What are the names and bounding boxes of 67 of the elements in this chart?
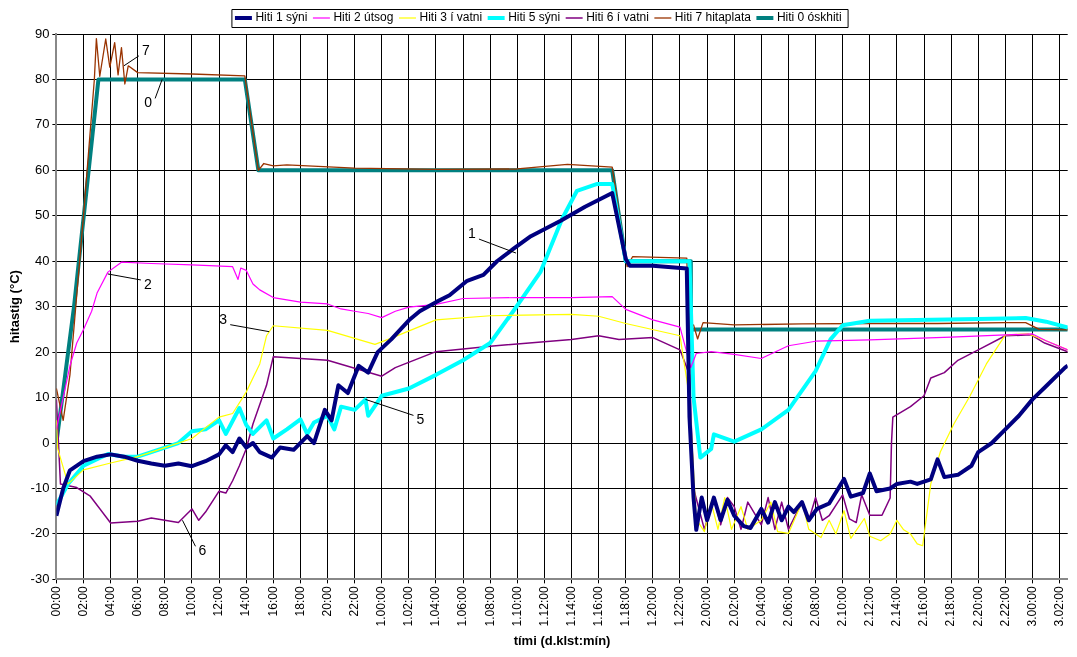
x-tick-label: 1.06:00: [455, 586, 470, 627]
annotation: 6: [198, 542, 207, 559]
annotation: 2: [144, 275, 153, 292]
x-tick-label: 08:00: [157, 586, 172, 617]
x-tick-label: 1.18:00: [618, 586, 633, 627]
x-tick-label: 2.00:00: [699, 586, 714, 627]
y-axis-title: hitastig (°C): [7, 270, 23, 344]
y-tick-label: 80: [34, 71, 50, 87]
x-tick-label: 2.02:00: [726, 586, 741, 627]
annotation: 3: [219, 310, 228, 327]
y-tick-label: 90: [34, 25, 50, 41]
annotation: 7: [142, 41, 150, 58]
y-tick-label: -30: [30, 570, 50, 586]
x-tick-label: 22:00: [346, 586, 361, 617]
x-tick-label: 02:00: [75, 586, 90, 617]
x-tick-label: 20:00: [319, 586, 334, 617]
x-tick-label: 1.12:00: [536, 586, 551, 627]
x-tick-label: 18:00: [292, 586, 307, 617]
x-tick-label: 2.16:00: [916, 586, 931, 627]
x-tick-label: 1.14:00: [563, 586, 578, 627]
legend-label: Hiti 1 sýni: [255, 10, 308, 25]
x-tick-label: 06:00: [130, 586, 145, 617]
x-tick-label: 2.22:00: [997, 586, 1012, 627]
x-tick-label: 1.00:00: [374, 586, 389, 627]
legend-label: Hiti 7 hitaplata: [674, 10, 752, 25]
y-tick-label: 60: [34, 161, 50, 177]
y-tick-label: 50: [34, 207, 50, 223]
x-tick-label: 14:00: [238, 586, 253, 617]
x-tick-label: 3.02:00: [1051, 586, 1066, 627]
x-tick-label: 1.20:00: [645, 586, 660, 627]
y-tick-label: 10: [34, 389, 50, 405]
x-tick-label: 1.04:00: [428, 586, 443, 627]
y-tick-label: 30: [34, 298, 50, 314]
x-tick-label: 1.02:00: [401, 586, 416, 627]
x-tick-label: 1.08:00: [482, 586, 497, 627]
legend-label: Hiti 6 í vatni: [586, 10, 649, 25]
x-tick-label: 10:00: [184, 586, 199, 617]
x-tick-label: 04:00: [102, 586, 117, 617]
y-tick-label: 40: [34, 252, 50, 268]
legend-label: Hiti 0 óskhiti: [776, 10, 842, 25]
x-tick-label: 00:00: [48, 586, 63, 617]
x-tick-label: 2.20:00: [970, 586, 985, 627]
x-axis-title: tími (d.klst:mín): [513, 632, 611, 648]
y-tick-label: 20: [34, 343, 50, 359]
y-tick-label: -20: [30, 525, 50, 541]
x-tick-label: 2.08:00: [807, 586, 822, 627]
y-tick-label: -10: [30, 480, 50, 496]
y-tick-label: 0: [42, 434, 50, 450]
x-tick-label: 2.04:00: [753, 586, 768, 627]
x-tick-label: 1.22:00: [672, 586, 687, 627]
x-tick-label: 2.10:00: [834, 586, 849, 627]
x-tick-label: 3.00:00: [1024, 586, 1039, 627]
x-tick-label: 2.12:00: [862, 586, 877, 627]
x-tick-label: 12:00: [211, 586, 226, 617]
annotation: 1: [468, 224, 477, 241]
x-tick-label: 2.14:00: [889, 586, 904, 627]
legend-label: Hiti 2 útsog: [333, 10, 394, 25]
y-tick-label: 70: [34, 116, 50, 132]
x-tick-label: 1.10:00: [509, 586, 524, 627]
x-tick-label: 1.16:00: [590, 586, 605, 627]
x-tick-label: 2.18:00: [943, 586, 958, 627]
x-tick-label: 2.06:00: [780, 586, 795, 627]
x-tick-label: 16:00: [265, 586, 280, 617]
annotation: 5: [416, 411, 425, 428]
annotation: 0: [144, 94, 153, 111]
legend-label: Hiti 5 sýni: [508, 10, 561, 25]
legend-label: Hiti 3 í vatni: [419, 10, 483, 25]
